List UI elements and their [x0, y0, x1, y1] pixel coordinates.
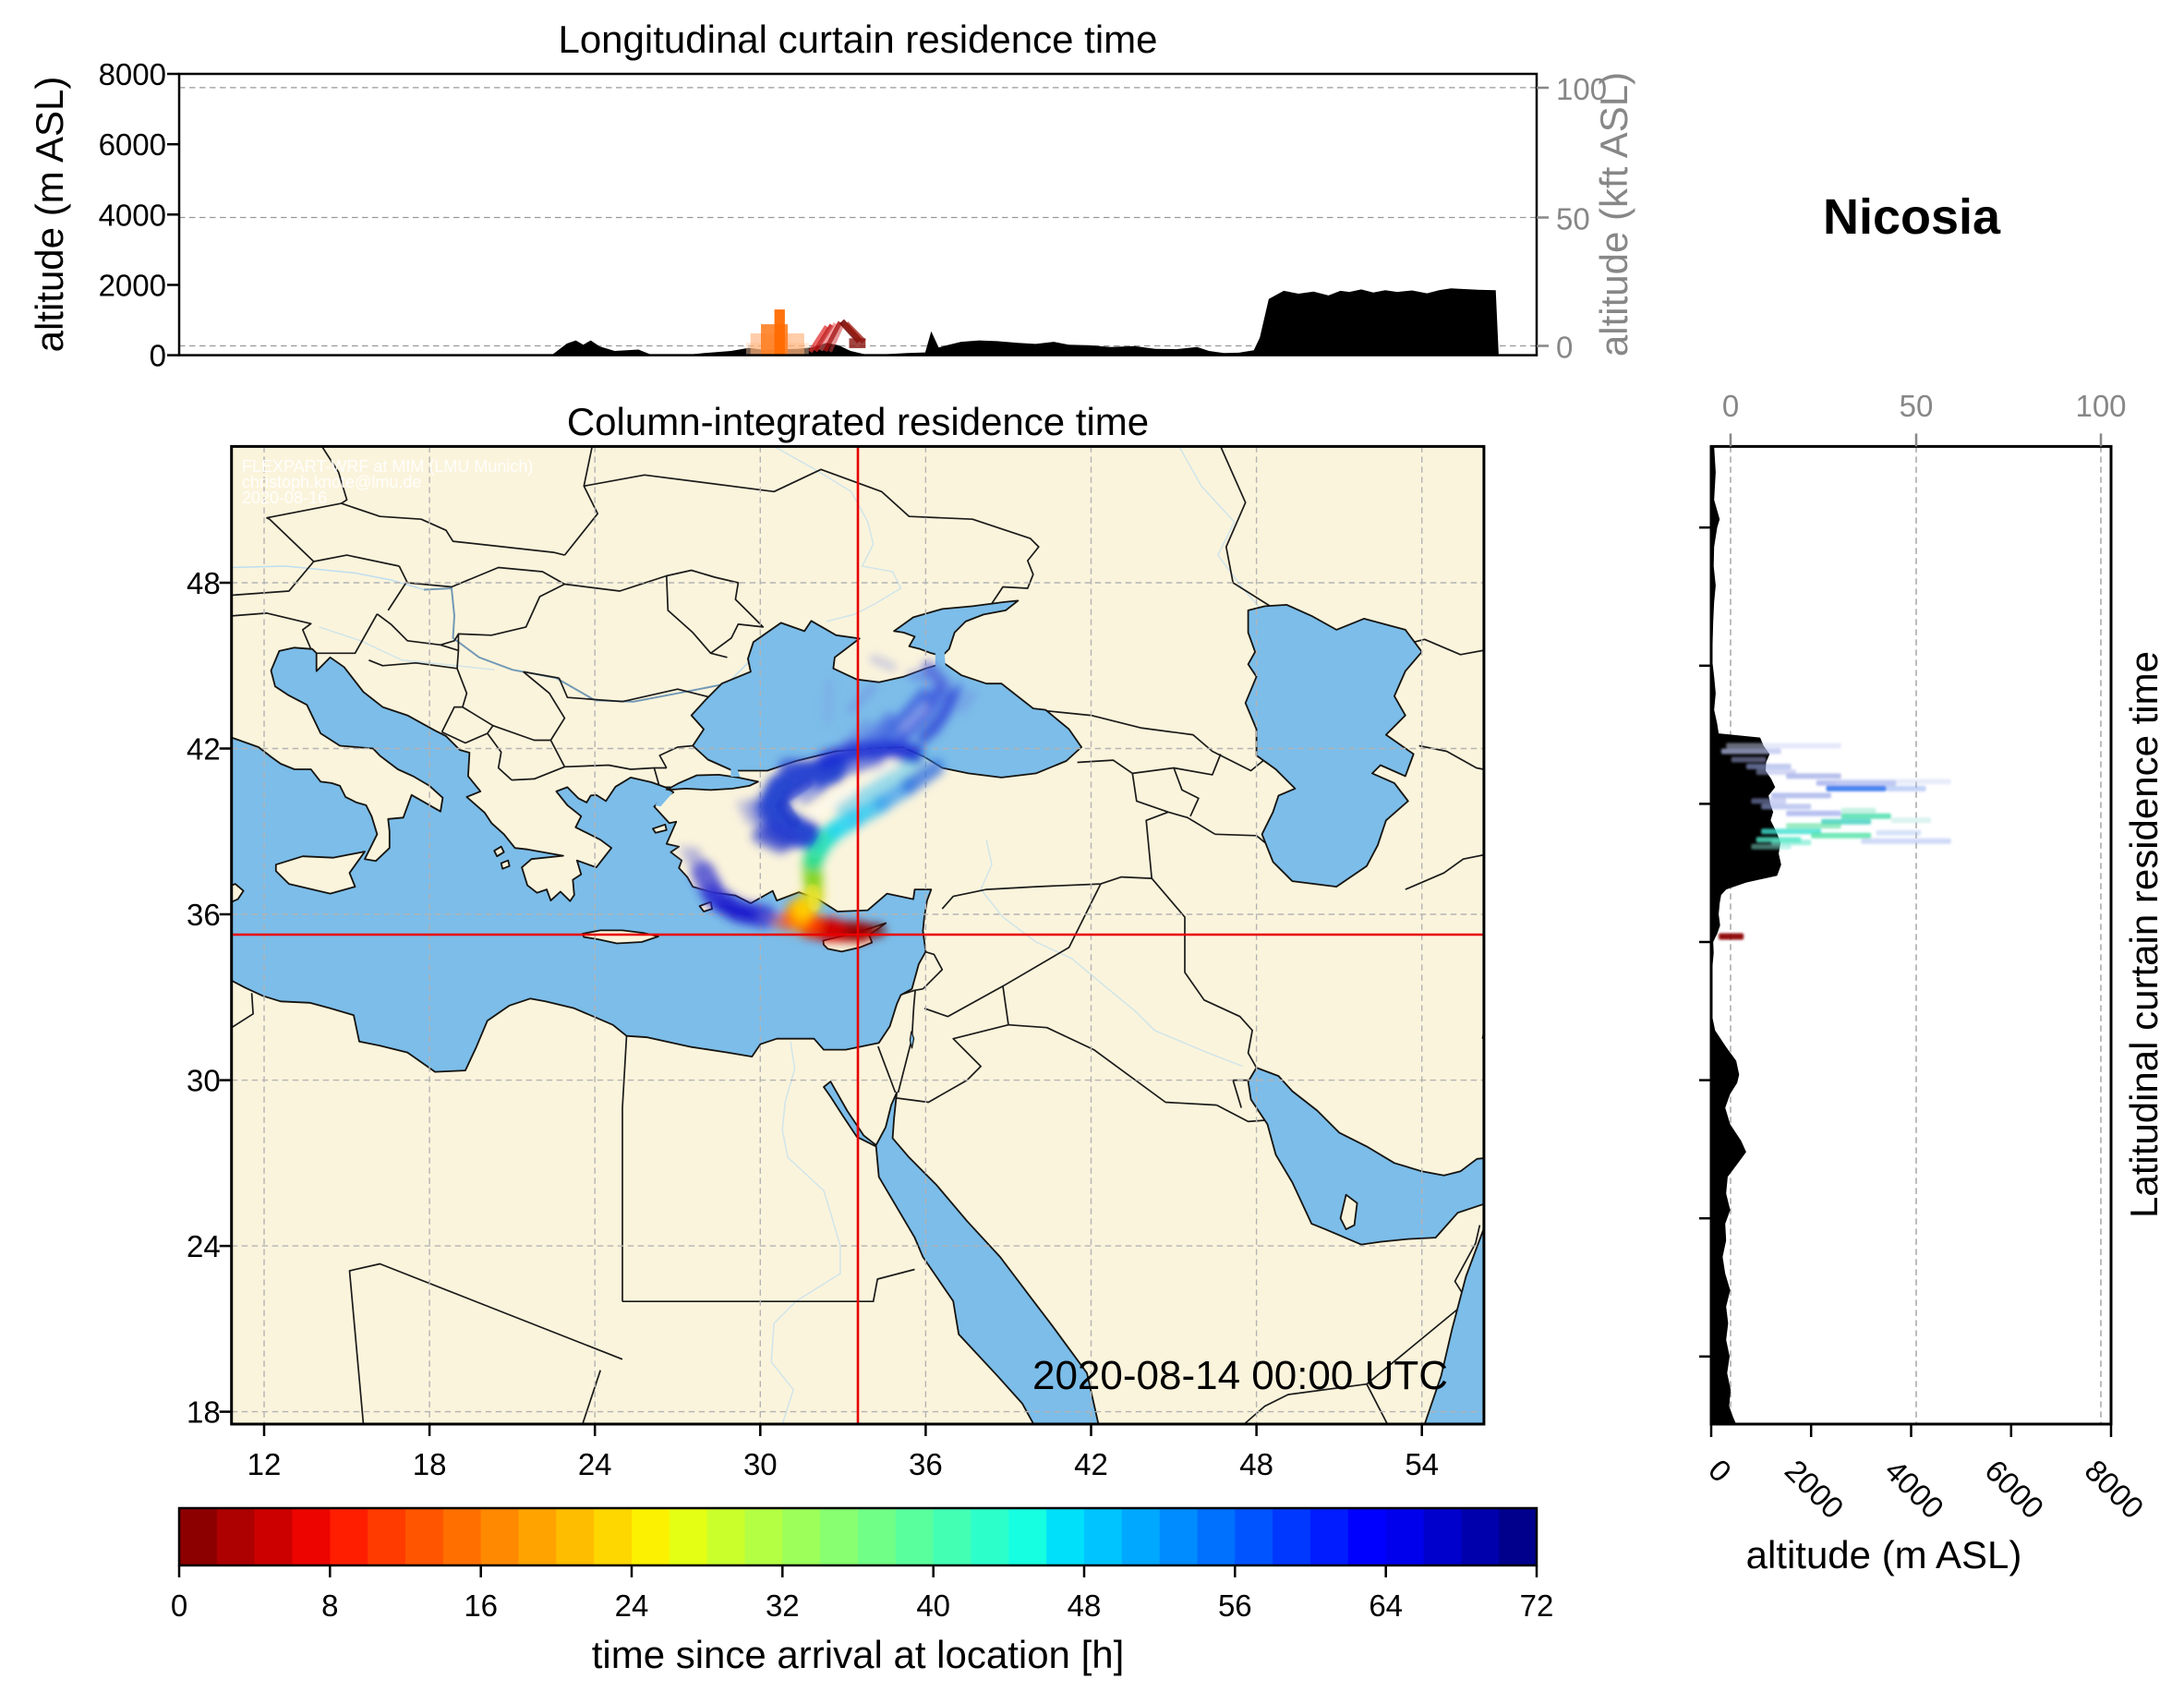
svg-text:8: 8 — [321, 1588, 338, 1623]
svg-text:16: 16 — [464, 1588, 498, 1623]
svg-text:50: 50 — [1556, 202, 1590, 236]
svg-text:FLEXPART-WRF at MIM (LMU Munic: FLEXPART-WRF at MIM (LMU Munich) — [242, 457, 533, 476]
svg-text:Nicosia: Nicosia — [1823, 189, 2001, 245]
svg-text:42: 42 — [1074, 1447, 1108, 1481]
svg-text:0: 0 — [171, 1588, 187, 1623]
svg-text:2000: 2000 — [99, 269, 166, 303]
svg-text:christoph.knote@lmu.de: christoph.knote@lmu.de — [242, 473, 421, 491]
svg-text:48: 48 — [1239, 1447, 1273, 1481]
svg-text:altitude (kft ASL): altitude (kft ASL) — [1592, 72, 1635, 356]
svg-text:30: 30 — [743, 1447, 778, 1481]
svg-text:Column-integrated residence ti: Column-integrated residence time — [567, 400, 1149, 443]
svg-text:42: 42 — [187, 732, 221, 767]
svg-text:4000: 4000 — [99, 198, 166, 232]
svg-text:time since arrival at location: time since arrival at location [h] — [592, 1633, 1125, 1676]
svg-text:36: 36 — [187, 898, 221, 932]
svg-text:50: 50 — [1900, 389, 1934, 423]
svg-text:100: 100 — [2075, 389, 2126, 423]
svg-text:Latitudinal curtain residence: Latitudinal curtain residence time — [2122, 651, 2166, 1218]
svg-text:0: 0 — [1556, 331, 1573, 365]
svg-text:72: 72 — [1520, 1588, 1554, 1623]
svg-text:2020-08-14 00:00 UTC: 2020-08-14 00:00 UTC — [1032, 1353, 1448, 1398]
svg-text:32: 32 — [766, 1588, 800, 1623]
svg-text:altitude (m ASL): altitude (m ASL) — [28, 77, 71, 353]
svg-text:Longitudinal curtain residence: Longitudinal curtain residence time — [558, 18, 1157, 61]
svg-text:24: 24 — [578, 1447, 612, 1481]
svg-text:54: 54 — [1405, 1447, 1439, 1481]
svg-text:0: 0 — [1722, 389, 1739, 423]
svg-text:64: 64 — [1369, 1588, 1403, 1623]
svg-text:48: 48 — [1068, 1588, 1102, 1623]
svg-text:2020-08-16: 2020-08-16 — [242, 489, 327, 507]
svg-text:18: 18 — [187, 1395, 221, 1430]
svg-text:56: 56 — [1218, 1588, 1252, 1623]
svg-text:48: 48 — [187, 566, 221, 600]
svg-text:12: 12 — [247, 1447, 282, 1481]
svg-text:6000: 6000 — [99, 127, 166, 162]
svg-text:36: 36 — [909, 1447, 943, 1481]
svg-text:18: 18 — [413, 1447, 447, 1481]
svg-text:40: 40 — [916, 1588, 950, 1623]
svg-text:24: 24 — [187, 1229, 221, 1263]
svg-text:24: 24 — [615, 1588, 649, 1623]
svg-text:30: 30 — [187, 1064, 221, 1098]
svg-text:0: 0 — [150, 339, 166, 373]
svg-text:100: 100 — [1556, 72, 1607, 106]
svg-text:8000: 8000 — [99, 57, 166, 91]
svg-text:altitude (m ASL): altitude (m ASL) — [1746, 1533, 2022, 1576]
